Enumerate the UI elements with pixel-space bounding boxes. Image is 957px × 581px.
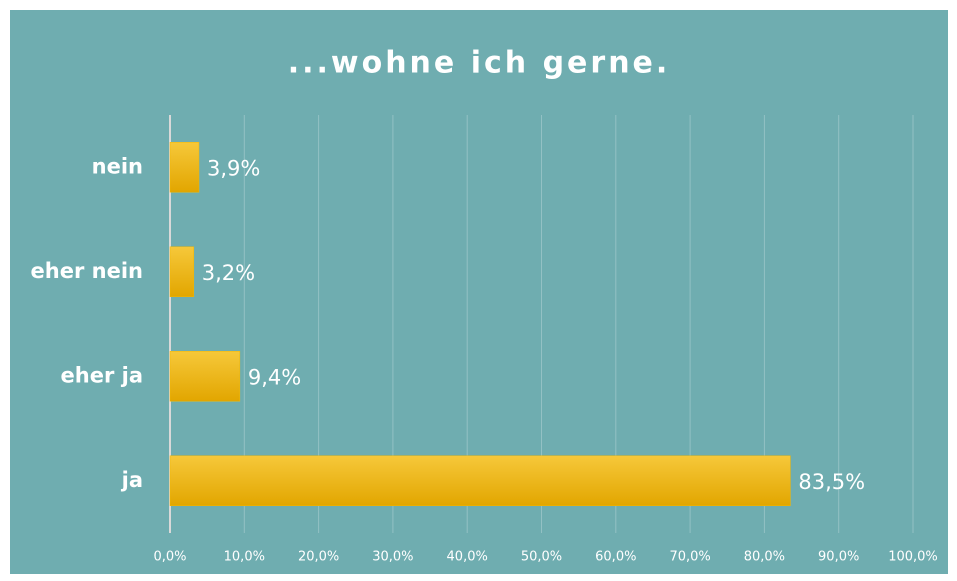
bar (169, 246, 195, 297)
x-tick-label: 100,0% (888, 550, 938, 565)
x-tick-label: 10,0% (224, 550, 265, 565)
y-tick-label: nein (92, 154, 143, 178)
x-tick-label: 20,0% (298, 550, 339, 565)
value-label: 3,9% (207, 156, 260, 180)
y-tick-label: eher nein (31, 259, 143, 283)
x-tick-label: 70,0% (669, 550, 710, 565)
value-label: 3,2% (202, 261, 255, 285)
x-tick-label: 90,0% (818, 550, 859, 565)
bar (169, 455, 791, 506)
chart-title: ...wohne ich gerne. (288, 46, 671, 81)
x-tick-label: 60,0% (595, 550, 636, 565)
y-tick-label: ja (121, 468, 143, 492)
x-tick-label: 30,0% (372, 550, 413, 565)
value-label: 9,4% (248, 365, 301, 389)
bar (169, 142, 200, 193)
bar (169, 351, 241, 402)
x-tick-label: 50,0% (521, 550, 562, 565)
value-label: 83,5% (798, 470, 865, 494)
x-tick-label: 0,0% (153, 550, 186, 565)
x-tick-label: 40,0% (447, 550, 488, 565)
x-tick-label: 80,0% (744, 550, 785, 565)
y-tick-label: eher ja (61, 363, 143, 387)
